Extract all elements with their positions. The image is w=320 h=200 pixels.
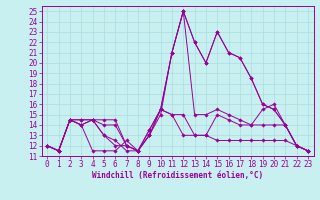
X-axis label: Windchill (Refroidissement éolien,°C): Windchill (Refroidissement éolien,°C) [92,171,263,180]
